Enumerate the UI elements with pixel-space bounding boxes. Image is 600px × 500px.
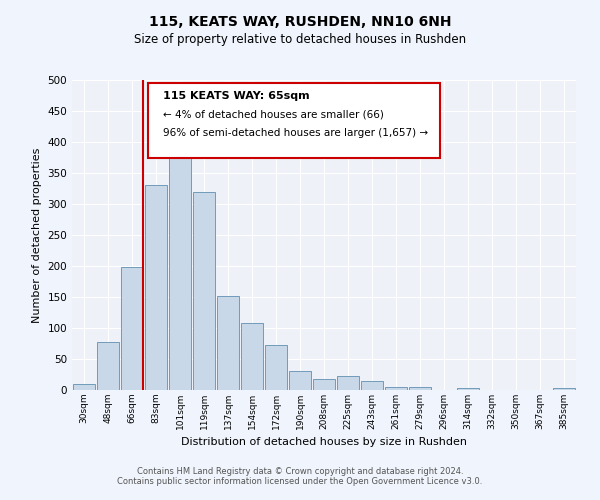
Text: 115 KEATS WAY: 65sqm: 115 KEATS WAY: 65sqm <box>163 91 310 101</box>
Text: Contains HM Land Registry data © Crown copyright and database right 2024.: Contains HM Land Registry data © Crown c… <box>137 467 463 476</box>
Bar <box>361 382 383 390</box>
Bar <box>193 192 215 390</box>
Bar <box>409 387 431 390</box>
Bar <box>73 384 95 390</box>
Text: ← 4% of detached houses are smaller (66): ← 4% of detached houses are smaller (66) <box>163 110 383 120</box>
Bar <box>97 342 119 390</box>
Text: Size of property relative to detached houses in Rushden: Size of property relative to detached ho… <box>134 32 466 46</box>
Text: Contains public sector information licensed under the Open Government Licence v3: Contains public sector information licen… <box>118 477 482 486</box>
Bar <box>553 388 575 390</box>
Y-axis label: Number of detached properties: Number of detached properties <box>32 148 42 322</box>
X-axis label: Distribution of detached houses by size in Rushden: Distribution of detached houses by size … <box>181 438 467 448</box>
Bar <box>121 266 143 390</box>
Bar <box>313 380 335 390</box>
Bar <box>457 388 479 390</box>
Text: 96% of semi-detached houses are larger (1,657) →: 96% of semi-detached houses are larger (… <box>163 128 428 138</box>
Bar <box>289 372 311 390</box>
Text: 115, KEATS WAY, RUSHDEN, NN10 6NH: 115, KEATS WAY, RUSHDEN, NN10 6NH <box>149 15 451 29</box>
Bar <box>385 387 407 390</box>
Bar <box>145 185 167 390</box>
Bar <box>265 344 287 390</box>
Bar <box>169 150 191 390</box>
FancyBboxPatch shape <box>148 83 440 158</box>
Bar <box>241 323 263 390</box>
Bar <box>217 296 239 390</box>
Bar <box>337 376 359 390</box>
